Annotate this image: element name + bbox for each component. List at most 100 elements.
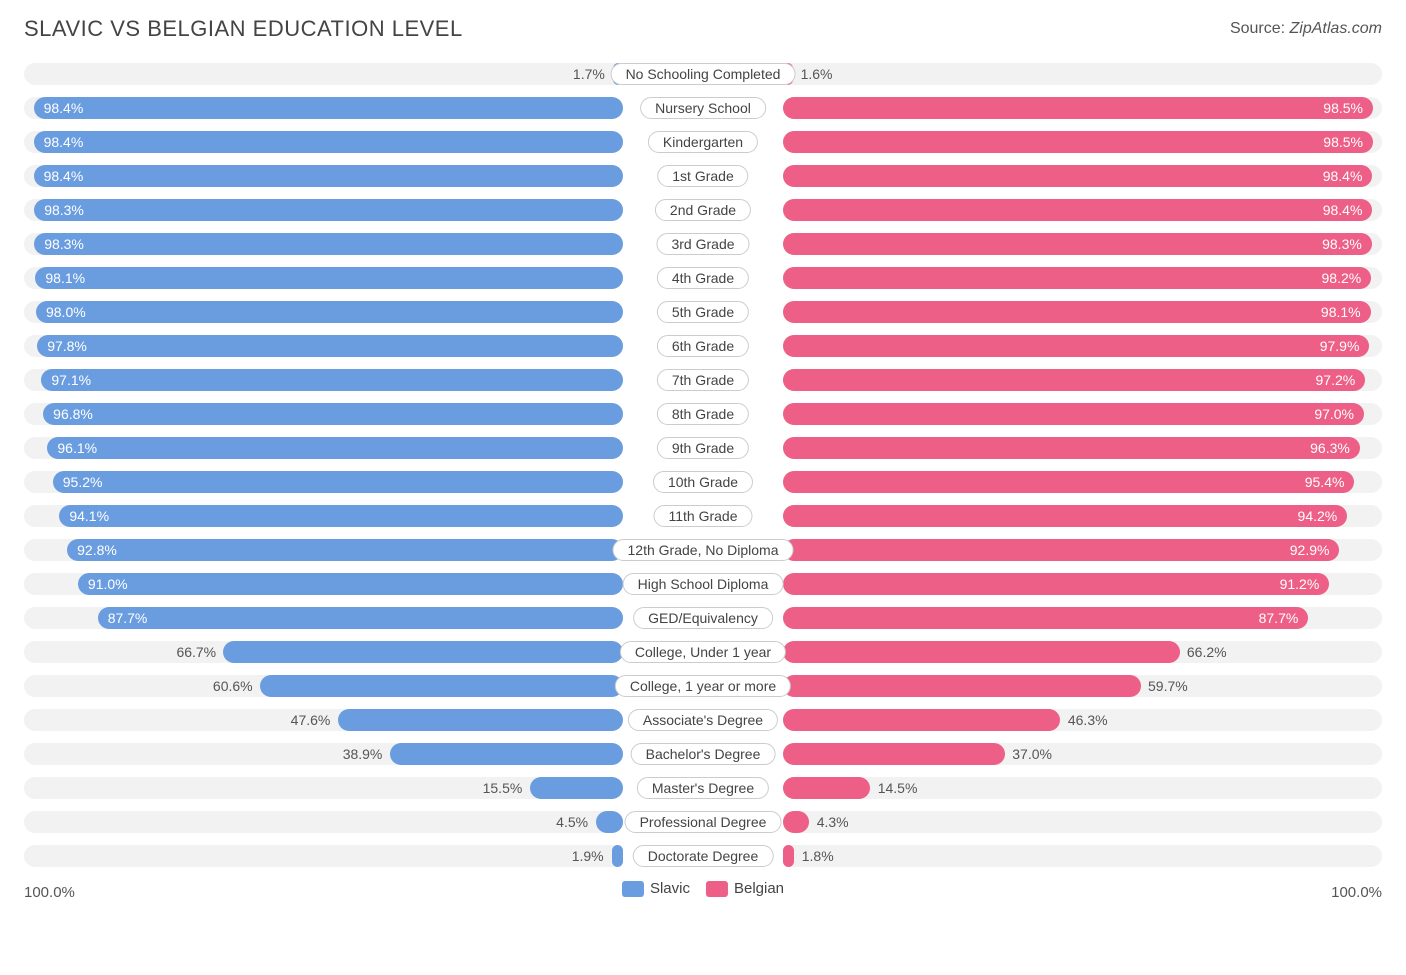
value-left: 87.7% <box>108 610 148 626</box>
value-right: 14.5% <box>878 780 918 796</box>
value-left: 98.4% <box>44 134 84 150</box>
category-label: 8th Grade <box>657 403 749 425</box>
value-right: 98.4% <box>1323 202 1363 218</box>
bar-right <box>783 709 1060 731</box>
category-label: GED/Equivalency <box>633 607 773 629</box>
chart-footer: 100.0% Slavic Belgian 100.0% <box>24 880 1382 906</box>
category-label: 3rd Grade <box>656 233 749 255</box>
value-right: 37.0% <box>1012 746 1052 762</box>
value-right: 66.2% <box>1187 644 1227 660</box>
value-left: 38.9% <box>343 746 383 762</box>
value-left: 98.0% <box>46 304 86 320</box>
value-right: 91.2% <box>1280 576 1320 592</box>
category-label: 9th Grade <box>657 437 749 459</box>
bar-row: 1.7%1.6%No Schooling Completed <box>24 60 1382 88</box>
bar-left: 94.1% <box>59 505 623 527</box>
legend-label-belgian: Belgian <box>734 880 784 897</box>
bar-row: 91.0%91.2%High School Diploma <box>24 570 1382 598</box>
value-right: 97.0% <box>1314 406 1354 422</box>
source-value: ZipAtlas.com <box>1290 20 1382 37</box>
legend-swatch-slavic <box>622 881 644 897</box>
bar-left <box>338 709 623 731</box>
bar-right: 98.5% <box>783 97 1373 119</box>
value-left: 98.4% <box>44 100 84 116</box>
bar-row: 87.7% 87.7% GED/Equivalency <box>24 604 1382 632</box>
bar-right: 97.0% <box>783 403 1364 425</box>
bar-left: 98.3% <box>34 233 623 255</box>
value-right: 92.9% <box>1290 542 1330 558</box>
value-left: 1.7% <box>573 66 605 82</box>
bar-right: 98.2% <box>783 267 1371 289</box>
bar-left <box>596 811 623 833</box>
bar-right: 96.3% <box>783 437 1360 459</box>
bar-right <box>783 641 1180 663</box>
bar-row: 1.9%1.8%Doctorate Degree <box>24 842 1382 870</box>
value-right: 1.6% <box>801 66 833 82</box>
value-left: 15.5% <box>483 780 523 796</box>
bar-left: 97.1% <box>41 369 623 391</box>
category-label: Doctorate Degree <box>633 845 774 867</box>
bar-right <box>783 675 1141 697</box>
value-left: 66.7% <box>176 644 216 660</box>
diverging-bar-chart: 1.7%1.6%No Schooling Completed98.4%98.5%… <box>24 60 1382 870</box>
value-left: 96.8% <box>53 406 93 422</box>
bar-right <box>783 777 870 799</box>
bar-row: 98.3% 98.4% 2nd Grade <box>24 196 1382 224</box>
bar-right: 98.5% <box>783 131 1373 153</box>
bar-right: 97.9% <box>783 335 1369 357</box>
bar-left <box>390 743 623 765</box>
category-label: Associate's Degree <box>628 709 778 731</box>
value-left: 47.6% <box>291 712 331 728</box>
category-label: College, 1 year or more <box>615 675 791 697</box>
bar-left: 98.4% <box>34 165 623 187</box>
bar-row: 94.1%94.2%11th Grade <box>24 502 1382 530</box>
legend-item-belgian: Belgian <box>706 880 784 897</box>
bar-right: 94.2% <box>783 505 1347 527</box>
bar-row: 98.4%98.5%Nursery School <box>24 94 1382 122</box>
value-left: 97.1% <box>51 372 91 388</box>
bar-left: 98.4% <box>34 97 623 119</box>
category-label: 5th Grade <box>657 301 749 323</box>
category-label: 2nd Grade <box>655 199 751 221</box>
value-left: 92.8% <box>77 542 117 558</box>
value-left: 95.2% <box>63 474 103 490</box>
bar-left: 98.1% <box>35 267 623 289</box>
bar-left: 97.8% <box>37 335 623 357</box>
bar-left: 98.3% <box>34 199 623 221</box>
value-left: 1.9% <box>572 848 604 864</box>
category-label: 4th Grade <box>657 267 749 289</box>
bar-row: 97.8%97.9%6th Grade <box>24 332 1382 360</box>
bar-right <box>783 811 809 833</box>
bar-left <box>223 641 623 663</box>
bar-right <box>783 743 1005 765</box>
bar-row: 4.5%4.3%Professional Degree <box>24 808 1382 836</box>
value-right: 97.2% <box>1316 372 1356 388</box>
category-label: Professional Degree <box>625 811 782 833</box>
category-label: Kindergarten <box>648 131 758 153</box>
value-right: 98.3% <box>1322 236 1362 252</box>
legend: Slavic Belgian <box>622 880 784 897</box>
value-left: 4.5% <box>556 814 588 830</box>
category-label: College, Under 1 year <box>620 641 786 663</box>
bar-right: 87.7% <box>783 607 1308 629</box>
bar-left: 96.8% <box>43 403 623 425</box>
bar-row: 98.4% 98.5% Kindergarten <box>24 128 1382 156</box>
bar-right <box>783 845 794 867</box>
bar-left: 98.4% <box>34 131 623 153</box>
bar-left: 92.8% <box>67 539 623 561</box>
value-right: 97.9% <box>1320 338 1360 354</box>
bar-row: 98.4%98.4%1st Grade <box>24 162 1382 190</box>
value-right: 95.4% <box>1305 474 1345 490</box>
chart-title: SLAVIC VS BELGIAN EDUCATION LEVEL <box>24 16 463 42</box>
bar-right: 98.4% <box>783 199 1372 221</box>
bar-left: 96.1% <box>47 437 623 459</box>
bar-row: 98.3% 98.3% 3rd Grade <box>24 230 1382 258</box>
bar-row: 97.1%97.2%7th Grade <box>24 366 1382 394</box>
value-left: 98.3% <box>44 202 84 218</box>
value-left: 98.3% <box>44 236 84 252</box>
bar-right: 95.4% <box>783 471 1354 493</box>
bar-right: 91.2% <box>783 573 1329 595</box>
bar-row: 96.1% 96.3% 9th Grade <box>24 434 1382 462</box>
bar-right: 98.4% <box>783 165 1372 187</box>
value-left: 60.6% <box>213 678 253 694</box>
